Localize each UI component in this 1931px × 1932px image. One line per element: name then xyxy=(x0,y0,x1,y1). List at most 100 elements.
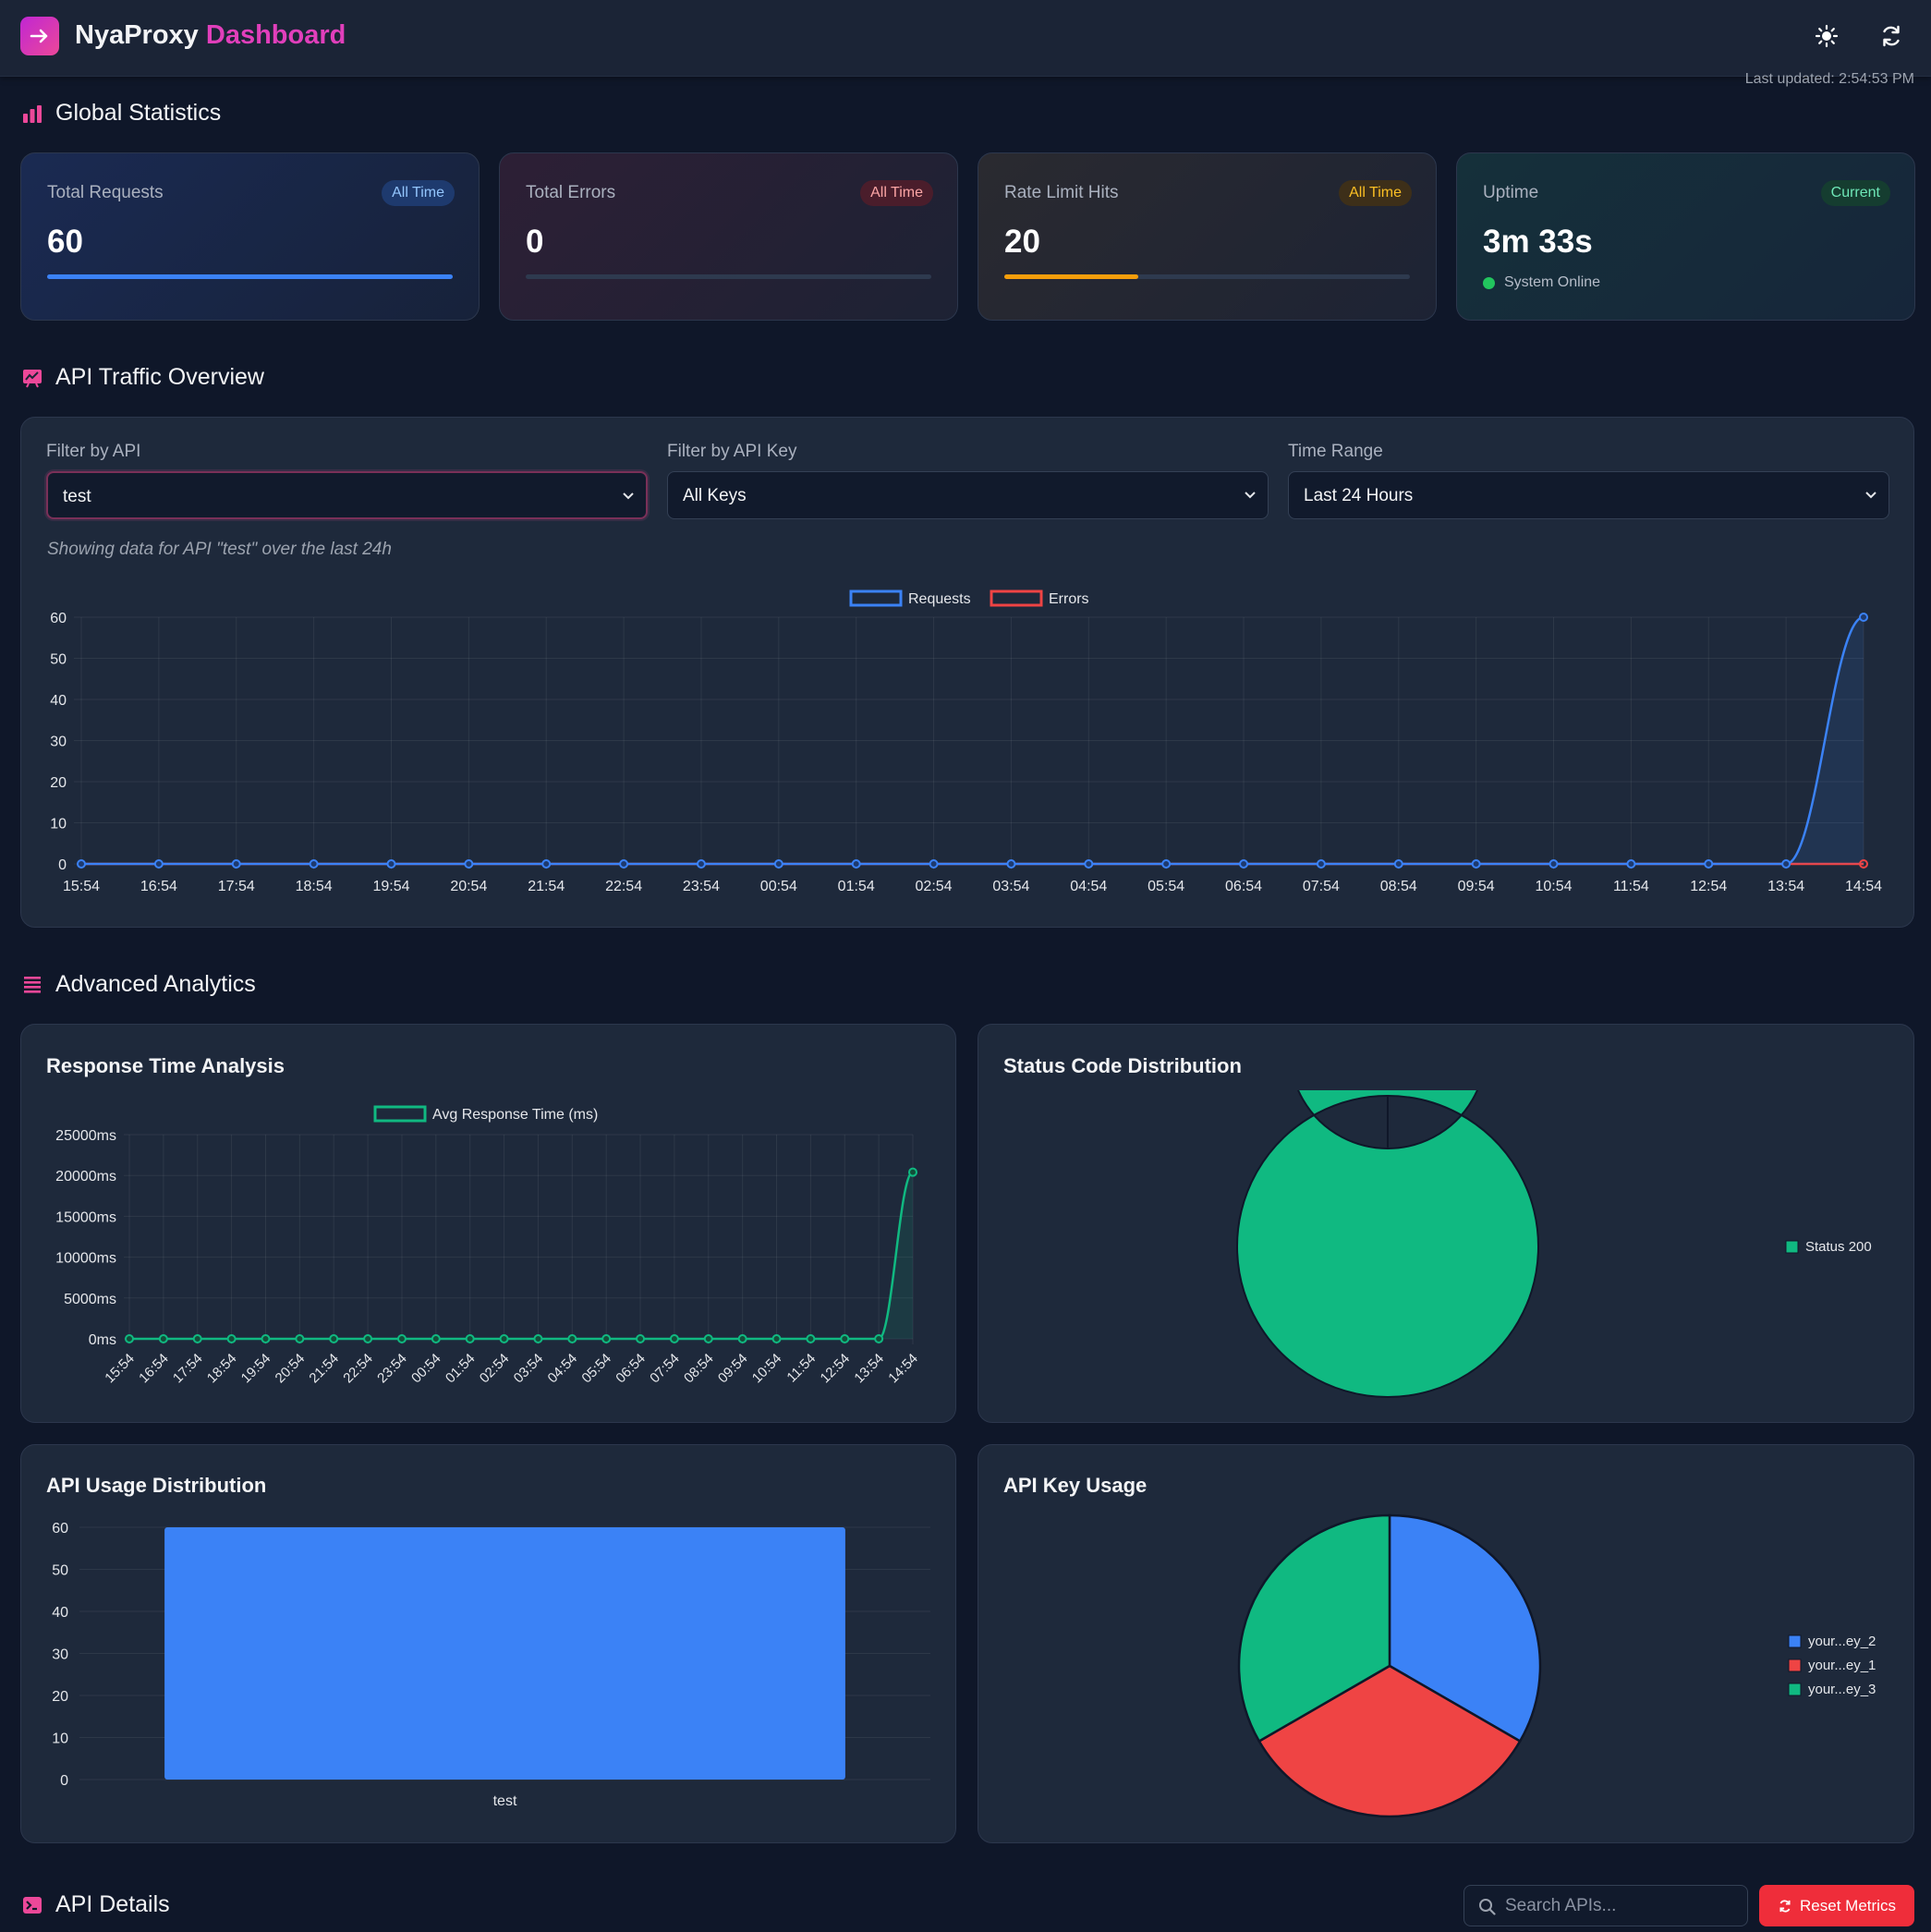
tick-label: 10:54 xyxy=(1535,879,1572,894)
progress-track xyxy=(526,274,931,279)
search-box[interactable] xyxy=(1463,1885,1748,1926)
tick-label: 10 xyxy=(50,817,67,832)
stat-value: 60 xyxy=(47,224,83,260)
refresh-button[interactable] xyxy=(1876,20,1907,52)
api-details-title: API Details xyxy=(55,1891,170,1917)
tick-label: 12:54 xyxy=(818,1351,854,1387)
legend-swatch xyxy=(990,589,1043,607)
chevron-down-icon xyxy=(1865,492,1876,499)
total-errors-card: Total Errors All Time 0 xyxy=(499,152,958,321)
tick-label: 19:54 xyxy=(238,1351,274,1387)
app-title: NyaProxy Dashboard xyxy=(75,20,346,51)
time-range-select[interactable]: Last 24 Hours xyxy=(1288,471,1889,519)
response-time-chart: 0ms 5000ms 10000ms 15000ms 20000ms 25000ms 15:… xyxy=(55,1105,921,1387)
data-point xyxy=(77,859,86,869)
tick-label: 04:54 xyxy=(1070,879,1107,894)
tick-label: 11:54 xyxy=(1613,879,1649,894)
data-point xyxy=(386,859,396,869)
filter-key-label: Filter by API Key xyxy=(667,442,797,461)
tick-label: 50 xyxy=(52,1563,68,1579)
tick-label: 01:54 xyxy=(443,1351,479,1387)
total-requests-card: Total Requests All Time 60 xyxy=(20,152,480,321)
tick-label: 17:54 xyxy=(170,1351,206,1387)
tick-label: 22:54 xyxy=(340,1351,376,1387)
stat-badge: All Time xyxy=(1339,180,1412,206)
legend-label: Avg Response Time (ms) xyxy=(432,1107,598,1123)
theme-toggle-button[interactable] xyxy=(1811,20,1842,52)
tick-label: 01:54 xyxy=(838,879,875,894)
data-point xyxy=(226,1334,237,1343)
series-area xyxy=(129,1172,913,1339)
data-point xyxy=(1859,613,1868,622)
legend-label: your...ey_2 xyxy=(1808,1634,1876,1649)
tick-label: 00:54 xyxy=(408,1351,444,1387)
data-point xyxy=(1626,859,1636,869)
data-point xyxy=(601,1334,612,1343)
tick-label: 21:54 xyxy=(528,879,565,894)
data-point xyxy=(696,859,706,869)
data-point xyxy=(192,1334,202,1343)
tick-label: 14:54 xyxy=(1845,879,1882,894)
data-point xyxy=(851,859,861,869)
search-apis-input[interactable] xyxy=(1505,1896,1736,1916)
tick-label: 13:54 xyxy=(851,1351,887,1387)
data-point xyxy=(1471,859,1481,869)
tick-label: 23:54 xyxy=(683,879,720,894)
data-point xyxy=(295,1334,305,1343)
legend-label: your...ey_1 xyxy=(1808,1658,1876,1673)
data-point xyxy=(125,1334,134,1343)
select-value: test xyxy=(63,487,91,506)
tick-label: 02:54 xyxy=(477,1351,513,1387)
tick-label: 13:54 xyxy=(1767,879,1804,894)
tick-label: 0ms xyxy=(89,1332,116,1348)
refresh-icon xyxy=(1883,25,1900,47)
data-point xyxy=(231,859,241,869)
tick-label: 06:54 xyxy=(1225,879,1262,894)
progress-fill xyxy=(1004,274,1138,279)
data-point xyxy=(703,1334,713,1343)
data-point xyxy=(1084,859,1094,869)
api-traffic-title: API Traffic Overview xyxy=(55,364,264,390)
api-usage-title: API Usage Distribution xyxy=(46,1474,267,1497)
legend-swatch xyxy=(1788,1634,1802,1648)
data-point xyxy=(908,1167,917,1177)
tick-label: 23:54 xyxy=(374,1351,410,1387)
tick-label: 30 xyxy=(52,1647,68,1663)
status-code-title: Status Code Distribution xyxy=(1003,1054,1242,1077)
terminal-icon xyxy=(23,1897,42,1914)
data-point xyxy=(1859,859,1868,869)
reset-metrics-button[interactable]: Reset Metrics xyxy=(1759,1885,1914,1926)
donut-slice xyxy=(1236,1090,1539,1398)
stat-label: Rate Limit Hits xyxy=(1004,183,1119,202)
data-point xyxy=(464,859,474,869)
data-point xyxy=(533,1334,543,1343)
bar xyxy=(164,1527,845,1780)
select-value: Last 24 Hours xyxy=(1304,486,1414,505)
tick-label: 09:54 xyxy=(1458,879,1495,894)
status-text: System Online xyxy=(1504,274,1601,290)
data-point xyxy=(806,1334,816,1343)
tick-label: 30 xyxy=(50,735,67,750)
uptime-card: Uptime Current 3m 33s System Online xyxy=(1456,152,1915,321)
advanced-analytics-title: Advanced Analytics xyxy=(55,971,256,997)
app-name: NyaProxy xyxy=(75,20,199,50)
data-point xyxy=(840,1334,850,1343)
tick-label: 10000ms xyxy=(55,1251,116,1267)
app-accent: Dashboard xyxy=(205,20,346,50)
progress-track xyxy=(1004,274,1410,279)
tick-label: 25000ms xyxy=(55,1128,116,1144)
filter-api-select[interactable]: test xyxy=(46,471,648,519)
tick-label: 40 xyxy=(52,1605,68,1621)
stat-label: Total Requests xyxy=(47,183,164,202)
tick-label: 15:54 xyxy=(63,879,100,894)
tick-label: 19:54 xyxy=(372,879,409,894)
tick-label: 02:54 xyxy=(916,879,953,894)
chart-area-icon xyxy=(23,370,42,388)
filter-key-select[interactable]: All Keys xyxy=(667,471,1269,519)
tick-label: 16:54 xyxy=(136,1351,172,1387)
stat-value: 3m 33s xyxy=(1483,224,1593,260)
data-point xyxy=(499,1334,509,1343)
data-point xyxy=(309,859,319,869)
data-point xyxy=(636,1334,646,1343)
rate-limit-hits-card: Rate Limit Hits All Time 20 xyxy=(978,152,1437,321)
